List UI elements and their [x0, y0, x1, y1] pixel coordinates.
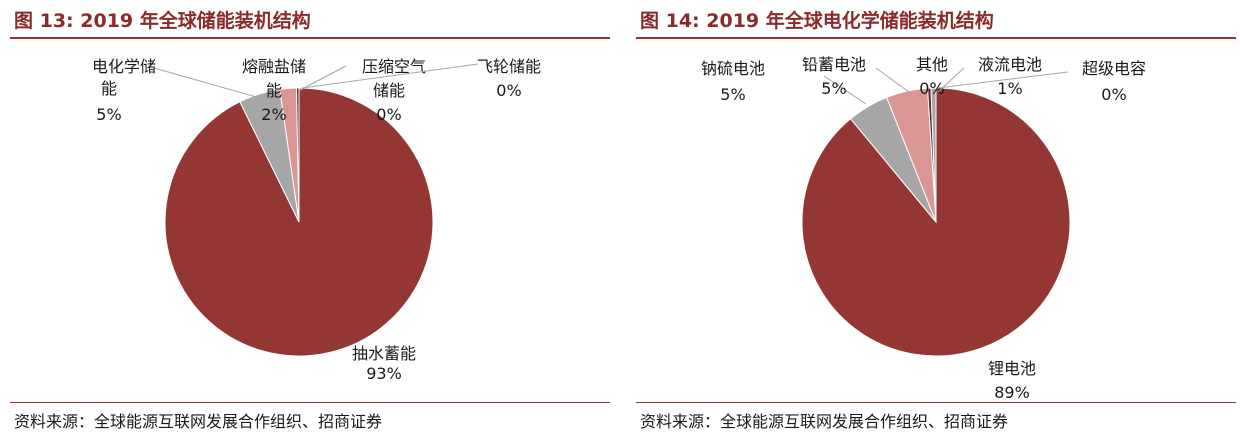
- slice-percent-label: 2%: [261, 105, 286, 124]
- slice-name-label: 钠硫电池: [701, 59, 765, 78]
- slice-percent-label: 0%: [496, 81, 521, 100]
- chart-panel-13: 图 13: 2019 年全球储能装机结构 抽水蓄能 93% 电化学储能 5% 熔融盐储能…: [4, 0, 614, 438]
- source-note: 资料来源：全球能源互联网发展合作组织、招商证券: [640, 412, 1009, 431]
- slice-name-label: 其他: [916, 55, 948, 74]
- chart-panel-14: 图 14: 2019 年全球电化学储能装机结构 锂电池 89% 钠硫电池 5% 铅蓄电池…: [630, 0, 1240, 438]
- slice-name-label: 液流电池: [978, 55, 1042, 74]
- source-rule: [636, 402, 1236, 403]
- slice-percent-label: 0%: [919, 79, 944, 98]
- pie-chart-14: 锂电池 89% 钠硫电池 5% 铅蓄电池 5% 其他 0% 液流电池 1% 超级电容 0%: [701, 55, 1146, 402]
- chart-title: 图 13: 2019 年全球储能装机结构: [14, 10, 311, 32]
- leader-line: [937, 71, 1069, 89]
- slice-percent-label: 0%: [376, 105, 401, 124]
- pie-slice-5: [930, 87, 937, 223]
- slice-percent-label: 5%: [821, 79, 846, 98]
- source-rule: [10, 402, 610, 403]
- leader-line: [299, 65, 347, 91]
- leader-line: [823, 75, 867, 105]
- slice-percent-label: 1%: [997, 79, 1022, 98]
- title-rule: [636, 37, 1236, 39]
- slice-name-label: 铅蓄电池: [802, 55, 866, 74]
- title-rule: [10, 37, 610, 39]
- slice-percent-label: 93%: [366, 364, 402, 383]
- slice-percent-label: 89%: [994, 383, 1030, 402]
- chart-title: 图 14: 2019 年全球电化学储能装机结构: [640, 10, 994, 32]
- leader-line: [153, 67, 261, 99]
- slice-name-label: 飞轮储能: [477, 57, 541, 76]
- leader-line: [937, 67, 965, 93]
- slice-name-label: 能: [266, 81, 282, 100]
- slice-name-label: 抽水蓄能: [352, 344, 416, 363]
- slice-name-label: 压缩空气: [362, 57, 426, 76]
- slice-name-label: 电化学储: [92, 57, 156, 76]
- pie-slice-4: [295, 87, 300, 223]
- slice-name-label: 锂电池: [988, 359, 1036, 378]
- slice-name-label: 能: [101, 79, 117, 98]
- slice-name-label: 超级电容: [1082, 59, 1146, 78]
- leader-line: [301, 63, 479, 89]
- source-note: 资料来源：全球能源互联网发展合作组织、招商证券: [14, 412, 383, 431]
- slice-percent-label: 5%: [720, 85, 745, 104]
- slice-name-label: 熔融盐储: [242, 57, 306, 76]
- leader-line: [875, 67, 910, 93]
- slice-percent-label: 0%: [1101, 85, 1126, 104]
- slice-name-label: 储能: [373, 81, 405, 100]
- slice-percent-label: 5%: [96, 105, 121, 124]
